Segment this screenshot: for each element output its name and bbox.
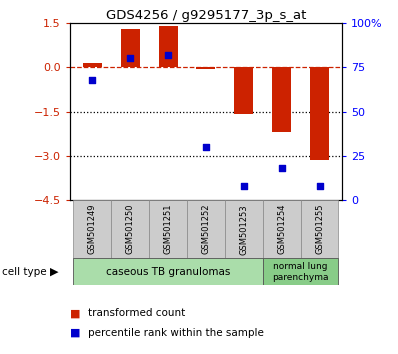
Bar [263,200,300,258]
Bar [83,63,102,67]
Point [89,77,96,82]
Text: cell type: cell type [2,267,47,276]
Bar [111,200,149,258]
Text: GSM501254: GSM501254 [277,204,286,255]
Title: GDS4256 / g9295177_3p_s_at: GDS4256 / g9295177_3p_s_at [106,9,306,22]
Bar [159,26,178,67]
Bar [197,67,215,69]
Text: GSM501251: GSM501251 [164,204,173,255]
Text: GSM501250: GSM501250 [126,204,135,255]
Bar [149,200,187,258]
Text: caseous TB granulomas: caseous TB granulomas [106,267,230,277]
Text: ■: ■ [70,308,80,318]
Point [241,183,247,189]
Text: percentile rank within the sample: percentile rank within the sample [88,328,263,338]
Text: GSM501252: GSM501252 [201,204,211,255]
Point [279,165,285,171]
Point [165,52,171,58]
Bar [74,200,111,258]
Bar [121,29,140,67]
Bar [187,200,225,258]
Text: ▶: ▶ [50,267,58,276]
Text: ■: ■ [70,328,80,338]
Bar [74,258,263,285]
Text: GSM501253: GSM501253 [239,204,248,255]
Bar [263,258,338,285]
Text: GSM501255: GSM501255 [315,204,324,255]
Bar [300,200,338,258]
Text: GSM501249: GSM501249 [88,204,97,255]
Point [127,56,133,61]
Bar [225,200,263,258]
Bar [310,67,329,160]
Text: normal lung
parenchyma: normal lung parenchyma [272,262,329,282]
Point [203,144,209,150]
Text: transformed count: transformed count [88,308,185,318]
Point [316,183,323,189]
Bar [272,67,291,132]
Bar [234,67,253,114]
